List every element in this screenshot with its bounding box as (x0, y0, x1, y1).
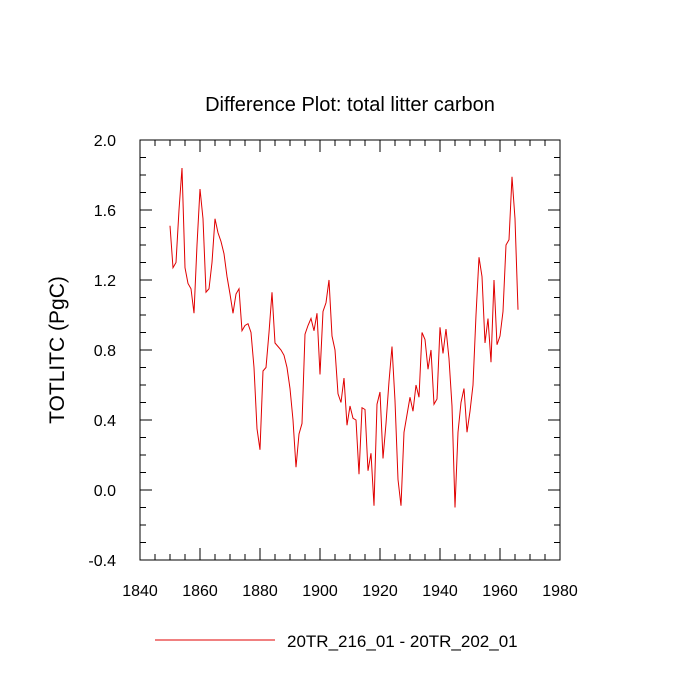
x-tick-label: 1840 (122, 583, 158, 600)
x-tick-label: 1980 (542, 583, 578, 600)
x-tick-label: 1880 (242, 583, 278, 600)
y-tick-label: 2.0 (94, 133, 116, 150)
axis-ticks (139, 139, 561, 561)
y-tick-label: 1.6 (94, 203, 116, 220)
y-axis-label: TOTLITC (PgC) (46, 276, 69, 424)
series-layer (169, 167, 519, 508)
x-tick-label: 1960 (482, 583, 518, 600)
x-tick-label: 1920 (362, 583, 398, 600)
y-tick-label: 0.8 (94, 343, 116, 360)
chart-title: Difference Plot: total litter carbon (205, 94, 495, 116)
series-line (169, 167, 519, 508)
x-tick-label: 1940 (422, 583, 458, 600)
legend-label: 20TR_216_01 - 20TR_202_01 (287, 632, 518, 651)
plot-frame (139, 139, 561, 561)
y-tick-labels: -0.4 0.0 0.4 0.8 1.2 1.6 2.0 (88, 133, 116, 570)
x-tick-label: 1860 (182, 583, 218, 600)
legend: 20TR_216_01 - 20TR_202_01 (155, 632, 518, 651)
y-tick-label: 0.0 (94, 483, 116, 500)
x-tick-labels: 1840 1860 1880 1900 1920 1940 1960 1980 (122, 583, 578, 600)
x-tick-label: 1900 (302, 583, 338, 600)
y-tick-label: 0.4 (94, 413, 116, 430)
y-tick-label: 1.2 (94, 273, 116, 290)
y-tick-label: -0.4 (88, 553, 116, 570)
